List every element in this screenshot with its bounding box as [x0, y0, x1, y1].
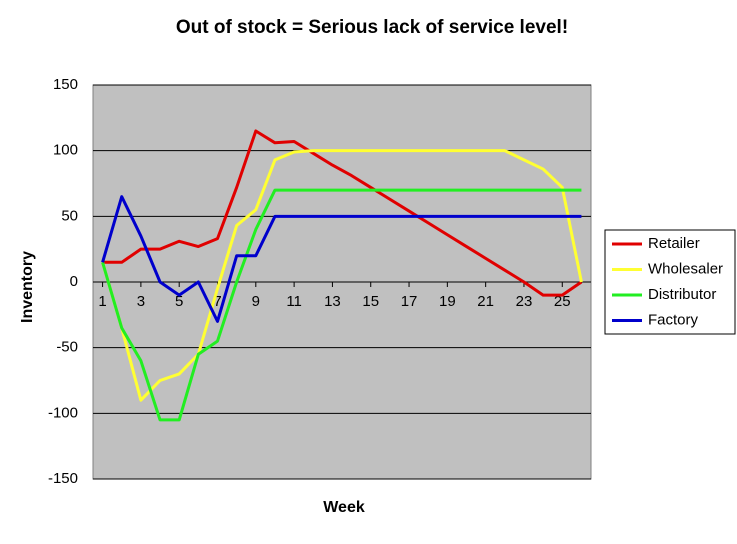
- x-tick-label: 5: [175, 293, 183, 310]
- y-tick-label: -150: [48, 470, 78, 487]
- y-tick-label: 0: [70, 273, 78, 290]
- x-tick-label: 25: [554, 293, 571, 310]
- x-tick-label: 15: [362, 293, 379, 310]
- x-tick-label: 3: [137, 293, 145, 310]
- y-tick-label: 150: [53, 76, 78, 93]
- x-tick-label: 7: [213, 293, 221, 310]
- chart-title: Out of stock = Serious lack of service l…: [176, 17, 568, 38]
- x-tick-label: 11: [286, 293, 302, 310]
- legend-label: Wholesaler: [648, 260, 723, 277]
- x-axis-label: Week: [323, 499, 365, 516]
- x-tick-label: 17: [401, 293, 418, 310]
- x-tick-label: 9: [252, 293, 260, 310]
- x-tick-label: 21: [477, 293, 494, 310]
- y-tick-label: 50: [61, 207, 78, 224]
- legend: [604, 229, 736, 335]
- y-tick-label: -50: [56, 339, 78, 356]
- legend-label: Distributor: [648, 286, 716, 303]
- y-axis-label: Inventory: [19, 251, 36, 323]
- series-line: [102, 129, 583, 297]
- legend-label: Factory: [648, 311, 699, 328]
- series-line: [101, 195, 582, 323]
- x-tick-label: 13: [324, 293, 341, 310]
- y-tick-label: 100: [53, 142, 78, 159]
- x-tick-label: 1: [98, 293, 106, 310]
- series-line: [101, 188, 582, 422]
- series-line: [101, 149, 583, 402]
- x-tick-label: 19: [439, 293, 456, 310]
- legend-label: Retailer: [648, 235, 700, 252]
- y-tick-label: -100: [48, 404, 78, 421]
- x-tick-label: 23: [516, 293, 533, 310]
